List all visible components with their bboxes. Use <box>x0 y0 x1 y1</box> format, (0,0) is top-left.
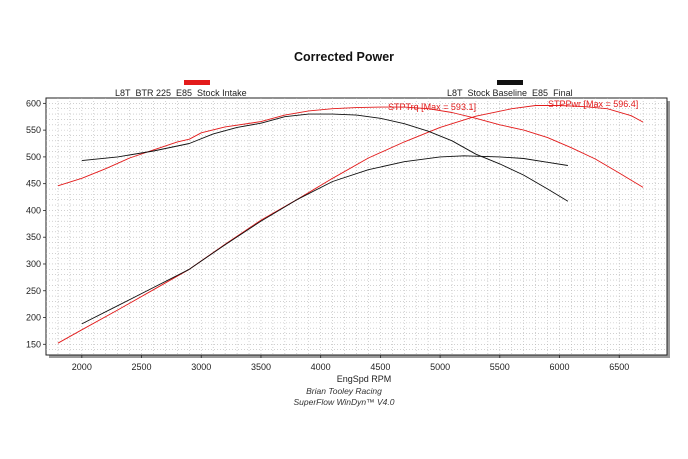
grid <box>46 98 667 355</box>
legend-label: L8T_BTR 225_E85_Stock Intake <box>115 88 247 98</box>
y-tick-label: 550 <box>26 125 41 135</box>
x-tick-label: 4500 <box>370 362 390 372</box>
footer-line-2: SuperFlow WinDyn™ V4.0 <box>293 397 394 407</box>
footer-line-1: Brian Tooley Racing <box>306 386 382 396</box>
y-tick-label: 300 <box>26 259 41 269</box>
y-tick-label: 450 <box>26 179 41 189</box>
series-line-0-stptrq <box>57 106 644 188</box>
max-annotation: STPTrq [Max = 593.1] <box>388 102 476 112</box>
plot-area <box>45 97 670 358</box>
x-tick-label: 4000 <box>311 362 331 372</box>
x-tick-label: 3500 <box>251 362 271 372</box>
y-tick-label: 200 <box>26 313 41 323</box>
chart-title: Corrected Power <box>294 50 394 64</box>
x-tick-label: 6500 <box>609 362 629 372</box>
annotation-layer: STPTrq [Max = 593.1] STPPwr [Max = 596.4] <box>388 99 638 112</box>
legend-swatch <box>184 80 210 85</box>
x-axis-label: EngSpd RPM <box>337 374 392 384</box>
x-tick-label: 3000 <box>191 362 211 372</box>
y-tick-label: 350 <box>26 232 41 242</box>
y-tick-label: 400 <box>26 205 41 215</box>
legend-label: L8T_Stock Baseline_E85_Final <box>447 88 573 98</box>
series-layer <box>57 105 644 344</box>
y-tick-label: 250 <box>26 286 41 296</box>
x-tick-label: 6000 <box>550 362 570 372</box>
series-line-3-stppwr <box>81 155 568 325</box>
legend-swatch <box>497 80 523 85</box>
y-tick-label: 500 <box>26 152 41 162</box>
x-tick-label: 2500 <box>132 362 152 372</box>
y-tick-label: 150 <box>26 339 41 349</box>
y-tick-label: 600 <box>26 98 41 108</box>
x-tick-label: 5500 <box>490 362 510 372</box>
x-tick-label: 2000 <box>72 362 92 372</box>
series-line-1-stppwr <box>57 105 644 344</box>
tick-layer: 2000 2500 3000 3500 4000 4500 5000 5500 6000 6500… <box>26 98 629 372</box>
max-annotation: STPPwr [Max = 596.4] <box>548 99 638 109</box>
x-tick-label: 5000 <box>430 362 450 372</box>
series-line-2-stptrq <box>81 113 569 202</box>
legend: L8T_BTR 225_E85_Stock Intake L8T_Stock Ba… <box>115 80 573 98</box>
